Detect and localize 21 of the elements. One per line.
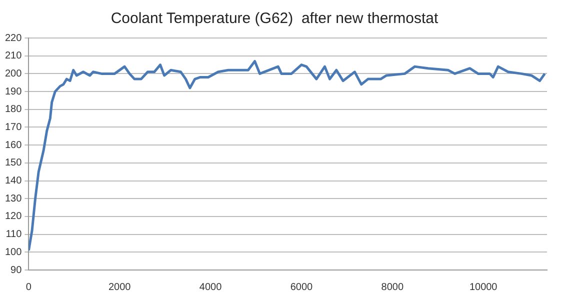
x-tick-label: 10000 — [469, 282, 498, 293]
y-tick-label: 200 — [4, 68, 22, 80]
x-tick-label: 4000 — [199, 282, 222, 293]
y-tick-label: 210 — [4, 50, 22, 62]
y-tick-label: 90 — [10, 264, 22, 276]
y-tick-label: 110 — [6, 229, 22, 240]
y-tick-label: 160 — [4, 140, 22, 151]
chart-title: Coolant Temperature (G62) after new thermostat — [110, 10, 440, 28]
x-tick-label: 0 — [26, 282, 32, 293]
y-tick-label: 170 — [4, 122, 22, 133]
y-tick-label: 120 — [4, 211, 22, 222]
y-tick-label: 140 — [4, 176, 22, 187]
y-tick-label: 220 — [4, 32, 22, 44]
x-tick-label: 6000 — [290, 282, 314, 293]
y-tick-label: 180 — [4, 104, 22, 116]
y-tick-label: 100 — [4, 246, 22, 258]
x-tick-label: 8000 — [381, 282, 404, 293]
x-tick-label: 2000 — [108, 282, 132, 293]
y-tick-label: 130 — [4, 193, 22, 204]
y-tick-label: 150 — [4, 158, 22, 169]
y-tick-label: 190 — [4, 86, 22, 98]
